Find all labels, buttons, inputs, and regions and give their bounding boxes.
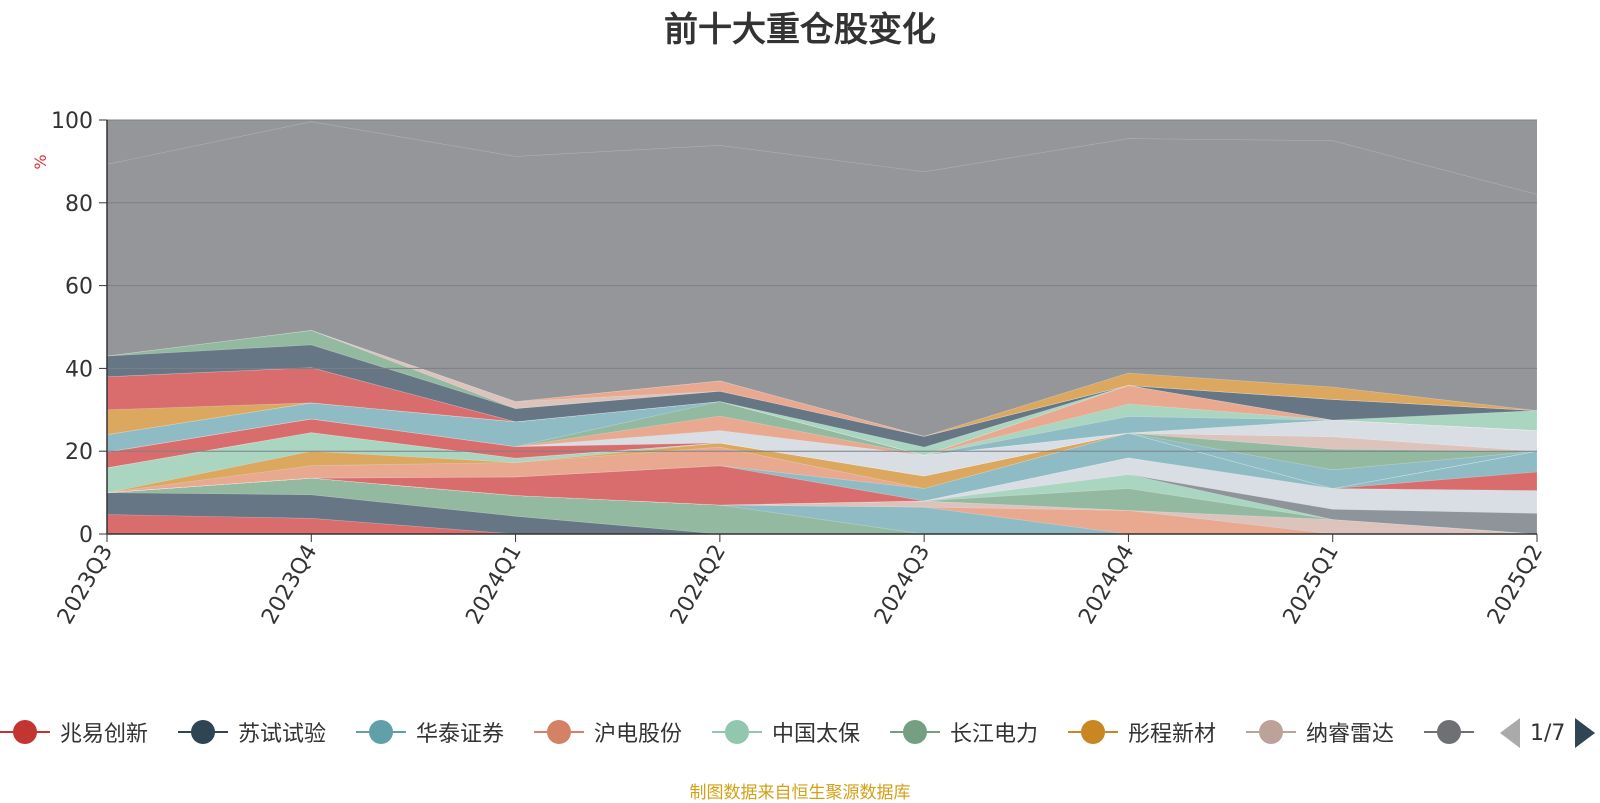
y-tick-label-100: 100 (51, 109, 93, 134)
x-tick-label-2024Q2: 2024Q2 (666, 541, 731, 629)
legend-page-indicator: 1/7 (1530, 720, 1566, 746)
x-tick-label-2025Q2: 2025Q2 (1483, 541, 1548, 629)
legend-marker-icon (890, 718, 940, 746)
area-series-group (106, 121, 1538, 535)
legend-item-1[interactable]: 苏试试验 (178, 712, 326, 752)
legend-label: 华泰证券 (416, 722, 505, 747)
legend-pager: 1/7 (1500, 715, 1596, 751)
legend-marker-icon (712, 718, 762, 746)
x-tick-label-2024Q1: 2024Q1 (461, 541, 526, 629)
source-note: 制图数据来自恒生聚源数据库 (689, 783, 911, 803)
legend-marker-icon (1424, 718, 1474, 746)
legend-prev-page-button[interactable] (1500, 718, 1520, 748)
x-tick-label-2024Q3: 2024Q3 (870, 541, 935, 629)
grid-lines (107, 119, 1537, 452)
y-axis-label: % (31, 154, 50, 169)
legend-label: 长江电力 (950, 722, 1039, 747)
x-tick-label-2023Q3: 2023Q3 (53, 541, 118, 629)
legend-label: 纳睿雷达 (1306, 722, 1395, 747)
legend-label: 彤程新材 (1128, 722, 1217, 747)
x-tick-labels: 2023Q3 2023Q4 2024Q1 2024Q2 2024Q3 2024Q4 2025… (53, 541, 1548, 629)
legend-item-3[interactable]: 沪电股份 (534, 712, 682, 752)
y-tick-label-20: 20 (65, 440, 93, 465)
legend-item-7[interactable]: 纳睿雷达 (1246, 712, 1394, 752)
legend-label: 苏试试验 (238, 722, 327, 747)
legend-label: 兆易创新 (60, 722, 149, 747)
x-tick-label-2023Q4: 2023Q4 (257, 541, 322, 629)
legend-marker-icon (534, 718, 584, 746)
legend-label: 沪电股份 (594, 722, 683, 747)
axes (99, 119, 1538, 542)
legend-item-0[interactable]: 兆易创新 (0, 712, 148, 752)
area-band-33[interactable] (106, 121, 1538, 437)
y-tick-labels: 0 20 40 60 80 100 (51, 109, 93, 548)
y-tick-label-0: 0 (79, 523, 93, 548)
legend-item-2[interactable]: 华泰证券 (356, 712, 504, 752)
y-tick-label-80: 80 (65, 192, 93, 217)
legend-marker-icon (356, 718, 406, 746)
legend-marker-icon (0, 718, 50, 746)
legend-marker-icon (178, 718, 228, 746)
legend: 兆易创新 苏试试验 华泰证券 沪电股份 中国太保 长江电力 彤程新材 纳睿雷达 中 (0, 712, 1480, 752)
y-tick-label-40: 40 (65, 357, 93, 382)
legend-label: 中国太保 (772, 722, 861, 747)
x-tick-label-2025Q1: 2025Q1 (1279, 541, 1344, 629)
chart-title: 前十大重仓股变化 (664, 10, 936, 50)
y-tick-label-60: 60 (65, 275, 93, 300)
legend-item-8[interactable]: 中 (1424, 712, 1480, 752)
legend-item-4[interactable]: 中国太保 (712, 712, 860, 752)
legend-item-6[interactable]: 彤程新材 (1068, 712, 1216, 752)
legend-item-5[interactable]: 长江电力 (890, 712, 1038, 752)
legend-marker-icon (1246, 718, 1296, 746)
legend-marker-icon (1068, 718, 1118, 746)
x-tick-label-2024Q4: 2024Q4 (1074, 541, 1139, 629)
legend-next-page-button[interactable] (1575, 718, 1596, 748)
